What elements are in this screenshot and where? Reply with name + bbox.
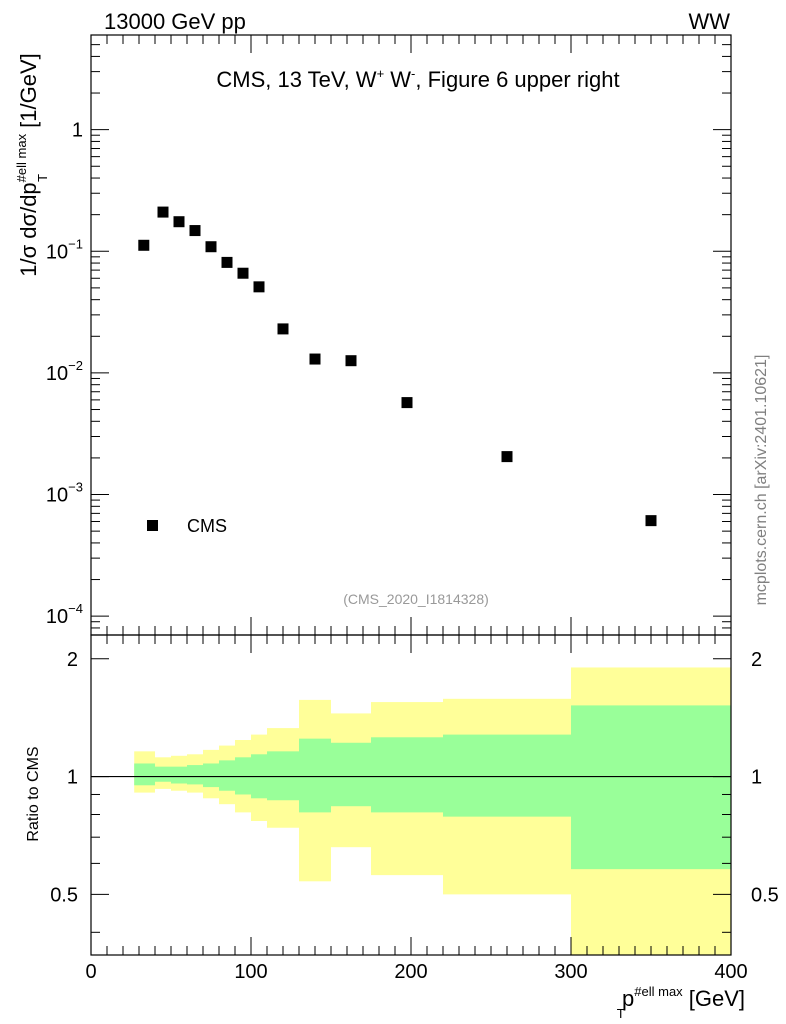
ylabel-sub: T: [35, 174, 50, 182]
ratio-ytick-label-left-0: 2: [67, 649, 78, 671]
data-point-12: [501, 451, 513, 463]
ylabel-sup: #ell max: [14, 133, 29, 182]
data-point-10: [345, 355, 357, 367]
data-point-4: [205, 241, 217, 253]
ratio-green-band-13: [571, 705, 731, 870]
xtick-label-3: 300: [554, 961, 587, 983]
data-point-7: [253, 281, 265, 293]
data-point-1: [157, 206, 169, 218]
main-ytick-label-1: 10−1: [46, 236, 83, 263]
ratio-ytick-label-left-1: 1: [67, 767, 78, 789]
main-ytick-label-0: 1: [72, 120, 83, 142]
data-point-11: [401, 397, 413, 409]
main-panel-frame: [90, 34, 732, 636]
data-point-9: [309, 353, 321, 365]
ylabel-unit: [1/GeV]: [16, 53, 41, 134]
title-middle: W: [384, 67, 411, 92]
ratio-green-band-10: [331, 742, 371, 807]
header-left-text: 13000 GeV pp: [104, 9, 246, 34]
analysis-watermark: (CMS_2020_I1814328): [343, 591, 489, 607]
ratio-panel-frame: [90, 634, 732, 956]
x-axis-label: p#ell max T [GeV]: [617, 984, 745, 1021]
main-ytick-label-2: 10−2: [46, 358, 83, 385]
main-y-axis-label: 1/σ dσ/dp#ell max T [1/GeV]: [14, 53, 50, 277]
main-ytick-label-3: 10−3: [46, 480, 83, 507]
ratio-green-band-2: [171, 766, 187, 784]
plot-title: CMS, 13 TeV, W+ W-, Figure 6 upper right: [216, 66, 619, 92]
legend-label: CMS: [187, 516, 227, 536]
data-point-6: [237, 267, 249, 279]
ratio-green-band-5: [219, 760, 235, 791]
ylabel-main: 1/σ dσ/dp: [16, 182, 41, 276]
ratio-ytick-label-left-2: 0.5: [50, 884, 78, 906]
ratio-green-band-3: [187, 765, 203, 785]
ratio-ytick-label-right-1: 1: [751, 767, 762, 789]
ratio-green-band-0: [134, 763, 155, 786]
side-label: mcplots.cern.ch [arXiv:2401.10621]: [753, 355, 770, 606]
data-point-0: [138, 239, 150, 251]
xtick-label-4: 400: [714, 961, 747, 983]
main-ytick-label-4: 10−4: [46, 601, 83, 628]
data-point-8: [277, 323, 289, 335]
xlabel-sub: T: [617, 1006, 625, 1021]
data-point-2: [173, 216, 185, 228]
title-sup2: -: [411, 66, 415, 81]
ratio-green-band-11: [371, 737, 443, 813]
xtick-label-1: 100: [234, 961, 267, 983]
xlabel-sup: #ell max: [634, 984, 683, 999]
ratio-bands: [134, 667, 731, 955]
xlabel-main: p: [622, 986, 634, 1011]
ratio-ytick-label-right-0: 2: [751, 649, 762, 671]
xlabel-unit: [GeV]: [683, 986, 745, 1011]
title-suffix: , Figure 6 upper right: [415, 67, 619, 92]
ratio-green-band-1: [155, 766, 171, 782]
axis-tick-labels: 1 10−1 10−2 10−3 10−4 2 2 1 1 0.5 0.5 0 100 200 300 400: [46, 120, 779, 983]
main-markers: [138, 206, 657, 527]
title-prefix: CMS, 13 TeV, W: [216, 67, 376, 92]
ratio-y-axis-label: Ratio to CMS: [25, 746, 42, 841]
xtick-label-2: 200: [394, 961, 427, 983]
xtick-label-0: 0: [85, 961, 96, 983]
ratio-green-band-4: [203, 763, 219, 788]
ratio-ytick-label-right-2: 0.5: [751, 884, 779, 906]
title-sup1: +: [377, 66, 385, 81]
ratio-green-band-9: [299, 738, 331, 813]
legend-marker: [147, 520, 158, 531]
ratio-green-band-6: [235, 757, 251, 795]
header-right-text: WW: [688, 9, 730, 34]
data-point-5: [221, 256, 233, 268]
data-point-13: [645, 515, 657, 527]
ratio-green-band-12: [443, 734, 571, 817]
ratio-green-band-8: [267, 751, 299, 801]
data-point-3: [189, 225, 201, 237]
